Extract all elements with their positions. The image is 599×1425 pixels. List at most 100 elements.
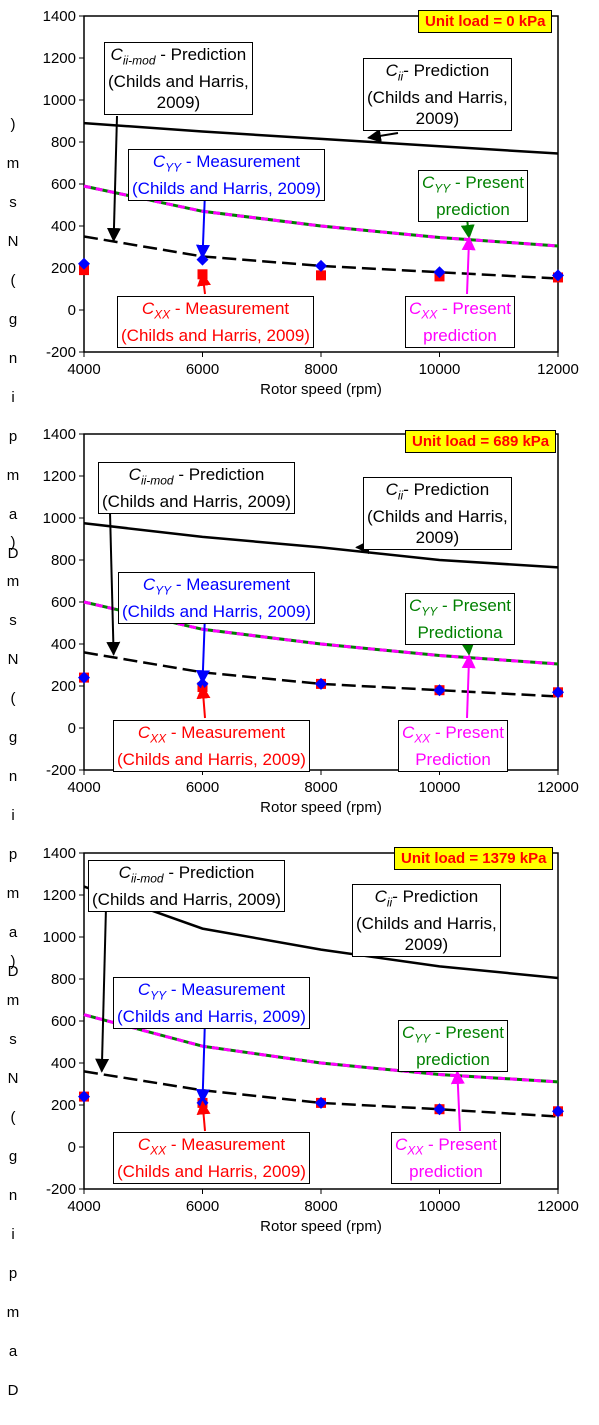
x-tick-label: 10000: [419, 361, 461, 378]
cii-mod-annotation: Cii-mod - Prediction (Childs and Harris,…: [88, 860, 285, 913]
annotation-line: prediction: [436, 200, 510, 220]
x-tick-label: 10000: [419, 779, 461, 796]
chart-panel-1: -200 0 200 400 600 800 1000 1200 1400 4000 6000 800…: [0, 0, 599, 561]
y-tick-label: 1400: [43, 8, 76, 25]
y-axis-label-char: i: [11, 389, 15, 406]
annotation-subscript: XX: [414, 731, 431, 746]
annotation-subscript: YY: [414, 1031, 431, 1046]
y-tick-label: 800: [51, 134, 76, 151]
annotation-line: - Measurement: [166, 980, 286, 999]
annotation-line: - Measurement: [166, 1135, 286, 1154]
annotation-subscript: XX: [407, 1143, 424, 1158]
annotation-line: (Childs and Harris,: [356, 914, 497, 934]
x-tick-label: 12000: [537, 779, 579, 796]
annotation-line: - Measurement: [181, 152, 301, 171]
y-axis-label-char: N: [7, 1070, 19, 1087]
cxx-prediction-annotation: CXX - Present prediction: [405, 296, 515, 349]
annotation-line: (Childs and Harris, 2009): [121, 326, 310, 346]
cyy-measurement-marker: [315, 1096, 327, 1109]
annotation-line: - Present: [430, 1023, 504, 1042]
annotation-line: (Childs and Harris, 2009): [132, 179, 321, 199]
y-axis-label-char: (: [10, 1109, 16, 1126]
annotation-symbol: C: [137, 980, 151, 999]
y-tick-label: -200: [46, 762, 76, 779]
annotation-arrow: [197, 271, 211, 295]
y-tick-label: 1400: [43, 426, 76, 443]
annotation-subscript: ii: [397, 69, 404, 84]
x-axis-label: Rotor speed (rpm): [260, 1218, 382, 1235]
annotation-subscript: XX: [150, 731, 167, 746]
y-axis-label-char: a: [8, 1343, 18, 1360]
cxx-measurement-marker: [79, 265, 89, 276]
cyy-measurement-marker: [433, 684, 446, 697]
cyy-measurement-marker: [315, 677, 327, 690]
y-axis-label-char: i: [11, 807, 15, 824]
annotation-line: - Prediction: [163, 863, 255, 882]
y-tick-label: 0: [68, 1139, 76, 1156]
cxx-prediction-annotation: CXX - Present prediction: [391, 1132, 501, 1185]
annotation-subscript: XX: [154, 307, 171, 322]
annotation-symbol: C: [141, 299, 155, 318]
cyy-prediction-annotation: CYY - Present prediction: [418, 170, 528, 223]
chart-title: Unit load = 1379 kPa: [394, 847, 554, 870]
annotation-symbol: C: [402, 723, 415, 742]
y-axis-label-char: p: [8, 1265, 18, 1282]
y-axis-label: ) m s N ( g n i p m a D: [6, 92, 20, 586]
x-tick-label: 4000: [67, 779, 100, 796]
annotation-arrow: [106, 115, 121, 243]
annotation-arrow: [95, 906, 110, 1073]
series-cxx-prediction-line: [83, 184, 559, 248]
annotation-symbol: C: [110, 45, 123, 64]
annotation-arrow: [450, 1070, 465, 1132]
chart-panel-2: -200 0 200 400 600 800 1000 1200 1400 4000 6000 800…: [0, 418, 599, 979]
annotation-line: 2009): [156, 93, 201, 113]
x-tick-label: 12000: [537, 1198, 579, 1215]
annotation-line: 2009): [415, 528, 460, 548]
cii-mod-annotation: Cii-mod - Prediction (Childs and Harris,…: [98, 462, 295, 515]
cii-mod-annotation: Cii-mod - Prediction (Childs and Harris,…: [104, 42, 253, 116]
annotation-symbol: C: [385, 61, 398, 80]
annotation-symbol: C: [137, 723, 151, 742]
y-axis-label-char: n: [8, 768, 18, 785]
cyy-measurement-annotation: CYY - Measurement (Childs and Harris, 20…: [113, 977, 310, 1030]
annotation-symbol: C: [137, 1135, 151, 1154]
cyy-measurement-marker: [315, 259, 327, 272]
annotation-arrow: [461, 236, 476, 295]
y-axis-label-char: m: [6, 885, 20, 902]
annotation-subscript: XX: [421, 307, 438, 322]
y-tick-label: 1200: [43, 468, 76, 485]
annotation-subscript: ii-mod: [140, 473, 174, 488]
y-axis-label-char: (: [10, 272, 16, 289]
cyy-measurement-marker: [78, 257, 90, 270]
y-tick-label: 0: [68, 720, 76, 737]
x-tick-label: 6000: [186, 1198, 219, 1215]
y-axis-label-char: (: [10, 690, 16, 707]
chart-title: Unit load = 689 kPa: [405, 430, 557, 453]
x-tick-label: 4000: [67, 361, 100, 378]
y-axis-label-char: s: [9, 612, 17, 629]
y-axis-label-char: ): [10, 534, 16, 551]
y-axis-label-char: m: [6, 992, 20, 1009]
annotation-line: - Present: [437, 596, 511, 615]
cyy-measurement-marker: [78, 671, 90, 684]
cyy-measurement-annotation: CYY - Measurement (Childs and Harris, 20…: [118, 572, 315, 625]
y-axis-label-char: s: [9, 1031, 17, 1048]
annotation-line: (Childs and Harris, 2009): [117, 750, 306, 770]
annotation-line: - Measurement: [170, 299, 290, 318]
cyy-measurement-marker: [552, 1105, 564, 1118]
y-tick-label: -200: [46, 344, 76, 361]
y-tick-label: 600: [51, 1013, 76, 1030]
series-cii-mod-line: [83, 651, 559, 698]
annotation-subscript: ii: [386, 895, 393, 910]
chart-panel-3: -200 0 200 400 600 800 1000 1200 1400 4000 6000 800…: [0, 837, 599, 1398]
y-axis-label-char: m: [6, 155, 20, 172]
cxx-prediction-annotation: CXX - Present Prediction: [398, 720, 508, 773]
annotation-subscript: YY: [421, 604, 438, 619]
annotation-symbol: C: [118, 863, 131, 882]
annotation-line: (Childs and Harris, 2009): [122, 602, 311, 622]
series-cii-line: [83, 121, 559, 155]
cxx-measurement-annotation: CXX - Measurement (Childs and Harris, 20…: [117, 296, 314, 349]
y-tick-label: 1200: [43, 887, 76, 904]
annotation-subscript: YY: [155, 583, 172, 598]
y-axis-label-char: m: [6, 1304, 20, 1321]
